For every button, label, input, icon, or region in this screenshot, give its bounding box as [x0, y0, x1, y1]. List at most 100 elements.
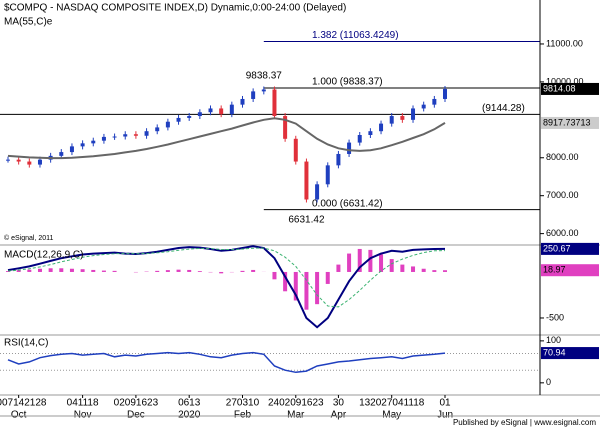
candle — [16, 159, 21, 162]
ma-line — [7, 117, 446, 160]
histogram-bar — [6, 271, 10, 272]
candle — [219, 108, 224, 115]
x-tick-days: 041118 — [67, 398, 99, 409]
histogram-bar — [443, 270, 447, 272]
macd-line — [7, 247, 446, 308]
y-tick-label: 6000.00 — [546, 228, 579, 238]
x-tick-days: 01 — [439, 398, 451, 409]
candle — [336, 153, 341, 166]
histogram-bar — [347, 253, 352, 272]
footer: Published by eSignal | www.esignal.com — [453, 418, 596, 427]
x-tick-label: Mar — [287, 410, 305, 421]
histogram-bar — [80, 269, 85, 272]
candle — [421, 104, 426, 109]
credit: © eSignal, 2011 — [4, 234, 54, 242]
histogram-bar — [37, 268, 42, 272]
histogram-bar — [176, 269, 181, 272]
candle — [443, 88, 447, 99]
x-tick-days: 270310 — [226, 398, 260, 409]
x-tick-days: 3007142128 — [0, 398, 47, 409]
x-tick-days: 30 — [333, 398, 345, 409]
candle — [187, 116, 192, 118]
y-tick-label: 10000.00 — [546, 76, 584, 86]
value-badge — [541, 116, 599, 129]
candle — [411, 108, 416, 120]
ma-label: MA(55,C)e — [4, 17, 53, 28]
candle — [315, 184, 320, 200]
x-tick-days: 0613 — [178, 398, 201, 409]
candle — [133, 134, 138, 136]
candle — [197, 112, 202, 117]
value-badge — [541, 82, 599, 95]
value-badge-label: 8917.73713 — [543, 117, 591, 127]
candle — [176, 117, 181, 122]
histogram-bar — [325, 271, 330, 284]
histogram-bar — [16, 270, 21, 272]
candle — [283, 116, 288, 139]
candle — [272, 89, 277, 117]
histogram-bar — [59, 268, 64, 272]
histogram-bar — [389, 259, 394, 272]
candle — [240, 98, 245, 105]
y-tick-label: 8000.00 — [546, 152, 579, 162]
histogram-bar — [272, 271, 277, 280]
y-tick-label: 7000.00 — [546, 190, 579, 200]
candle — [389, 116, 394, 124]
x-tick-label: Feb — [234, 410, 252, 421]
candle — [347, 142, 352, 154]
x-tick-label: Nov — [74, 410, 92, 421]
histogram-bar — [432, 270, 437, 272]
x-tick-label: Apr — [331, 410, 347, 421]
histogram-bar — [421, 268, 426, 272]
candle — [27, 161, 32, 165]
value-badge — [541, 347, 599, 360]
annotation: 6631.42 — [288, 214, 325, 225]
candle — [357, 135, 362, 143]
histogram-bar — [304, 271, 309, 310]
candle — [368, 131, 373, 135]
x-tick-label: Jun — [437, 410, 453, 421]
candle — [400, 116, 405, 120]
candle — [251, 91, 256, 99]
x-tick-label: Oct — [11, 410, 27, 421]
rsi-line — [7, 351, 446, 374]
histogram-bar — [240, 270, 245, 272]
candle — [432, 98, 437, 105]
x-tick-label: Dec — [127, 410, 145, 421]
candle — [123, 134, 128, 137]
level-label: 1.000 (9838.37) — [312, 77, 383, 88]
candle — [91, 140, 96, 144]
histogram-bar — [197, 271, 202, 272]
candle — [37, 159, 42, 165]
value-badge-label: 70.94 — [543, 347, 566, 357]
histogram-bar — [283, 271, 288, 292]
x-tick-days: 132027041118 — [359, 398, 425, 409]
histogram-bar — [293, 271, 298, 301]
histogram-bar — [357, 248, 362, 272]
value-badge-label: 18.97 — [543, 265, 566, 275]
histogram-bar — [101, 270, 106, 272]
candle — [59, 152, 64, 156]
candle — [112, 136, 117, 138]
chart-title: $COMPQ - NASDAQ COMPOSITE INDEX,D) Dynam… — [4, 3, 346, 14]
histogram-bar — [368, 249, 373, 272]
histogram-bar — [112, 270, 117, 272]
y-tick-label: -500 — [546, 312, 564, 322]
value-badge — [541, 264, 599, 277]
candle — [144, 131, 149, 136]
candle — [304, 161, 309, 200]
histogram-bar — [400, 264, 405, 272]
level-label: 1.382 (11063.4249) — [312, 30, 399, 41]
histogram-bar — [251, 269, 256, 272]
x-tick-label: May — [382, 410, 401, 421]
histogram-bar — [165, 270, 170, 272]
histogram-bar — [27, 269, 32, 272]
y-tick-label: 11000.00 — [546, 38, 583, 48]
histogram-bar — [379, 254, 384, 272]
y-tick-label: 100 — [546, 335, 561, 345]
candle — [261, 89, 266, 92]
macd-label: MACD(12,26,9,C) — [4, 250, 83, 261]
candle — [379, 123, 384, 132]
candle — [6, 159, 10, 161]
